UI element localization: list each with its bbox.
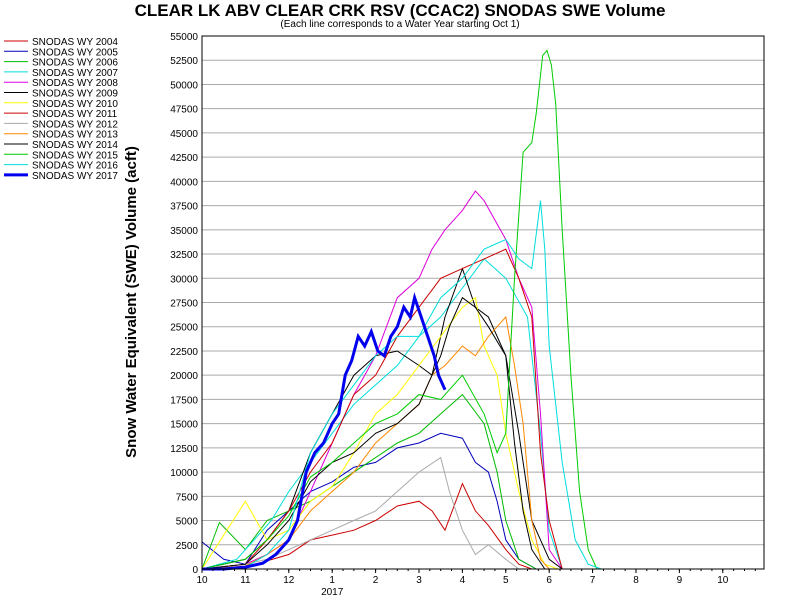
y-tick-label: 50000: [170, 80, 198, 91]
legend-label: SNODAS WY 2014: [32, 140, 118, 151]
legend-label: SNODAS WY 2010: [32, 99, 118, 110]
series-line-snodas-wy-2014: [201, 296, 546, 570]
y-tick-label: 10000: [170, 468, 198, 479]
x-tick-label: 3: [416, 575, 422, 586]
legend-label: SNODAS WY 2011: [32, 109, 118, 120]
y-tick-label: 45000: [170, 129, 198, 140]
y-tick-label: 30000: [170, 274, 198, 285]
x-tick-label: 7: [590, 575, 596, 586]
y-tick-label: 5000: [176, 517, 199, 528]
y-tick-label: 42500: [170, 153, 198, 164]
series-line-snodas-wy-2015: [201, 49, 598, 570]
y-tick-label: 22500: [170, 347, 198, 358]
x-tick-label: 11: [240, 575, 251, 586]
x-tick-label: 1: [329, 575, 335, 586]
x-tick-label: 8: [633, 575, 639, 586]
series-line-snodas-wy-2016: [201, 200, 602, 570]
plot-frame: [201, 35, 765, 570]
y-tick-label: 55000: [170, 32, 198, 43]
grid-layer: [202, 35, 764, 570]
series-line-snodas-wy-2006: [201, 393, 537, 570]
x-tick-label: 12: [283, 575, 295, 586]
y-tick-label: 32500: [170, 250, 198, 261]
y-tick-label: 2500: [176, 541, 199, 552]
y-tick-label: 40000: [170, 177, 198, 188]
x-year-label: 2017: [321, 587, 344, 598]
x-tick-label: 6: [546, 575, 552, 586]
legend-label: SNODAS WY 2012: [32, 119, 118, 130]
y-tick-label: 27500: [170, 299, 198, 310]
legend-label: SNODAS WY 2016: [32, 161, 118, 172]
x-tick-label: 10: [717, 575, 729, 586]
series-line-snodas-wy-2004: [201, 482, 532, 570]
x-tick-label: 10: [196, 575, 208, 586]
x-tick-label: 2: [373, 575, 379, 586]
legend-label: SNODAS WY 2009: [32, 89, 118, 100]
series-line-snodas-wy-2009: [201, 267, 563, 570]
y-tick-label: 17500: [170, 395, 198, 406]
series-layer: [201, 49, 602, 571]
legend-label: SNODAS WY 2015: [32, 150, 118, 161]
legend-label: SNODAS WY 2004: [32, 37, 118, 48]
y-tick-label: 15000: [170, 420, 198, 431]
series-line-snodas-wy-2017: [202, 292, 447, 571]
legend-label: SNODAS WY 2005: [32, 47, 118, 58]
y-tick-label: 25000: [170, 323, 198, 334]
y-tick-label: 20000: [170, 371, 198, 382]
y-tick-label: 7500: [176, 492, 199, 503]
x-tick-label: 4: [460, 575, 466, 586]
y-tick-label: 47500: [170, 105, 198, 116]
axis-layer: 0250050007500100001250015000175002000022…: [170, 32, 756, 598]
y-axis-label: Snow Water Equivalent (SWE) Volume (acft…: [123, 146, 140, 458]
y-tick-label: 35000: [170, 226, 198, 237]
legend-label: SNODAS WY 2017: [32, 171, 118, 182]
series-line-snodas-wy-2005: [201, 432, 537, 570]
y-tick-label: 37500: [170, 202, 198, 213]
y-tick-label: 0: [192, 565, 198, 576]
x-tick-label: 9: [677, 575, 683, 586]
chart-title: CLEAR LK ABV CLEAR CRK RSV (CCAC2) SNODA…: [134, 1, 666, 20]
legend-label: SNODAS WY 2008: [32, 78, 118, 89]
x-tick-label: 5: [503, 575, 509, 586]
series-line-snodas-wy-2007: [201, 258, 563, 570]
chart-subtitle: (Each line corresponds to a Water Year s…: [280, 19, 520, 30]
legend-label: SNODAS WY 2007: [32, 68, 118, 79]
series-line-snodas-wy-2012: [201, 456, 520, 570]
legend-label: SNODAS WY 2013: [32, 130, 118, 141]
legend-label: SNODAS WY 2006: [32, 58, 118, 69]
series-line-snodas-wy-2010: [201, 296, 559, 570]
y-tick-label: 52500: [170, 56, 198, 67]
y-tick-label: 12500: [170, 444, 198, 455]
